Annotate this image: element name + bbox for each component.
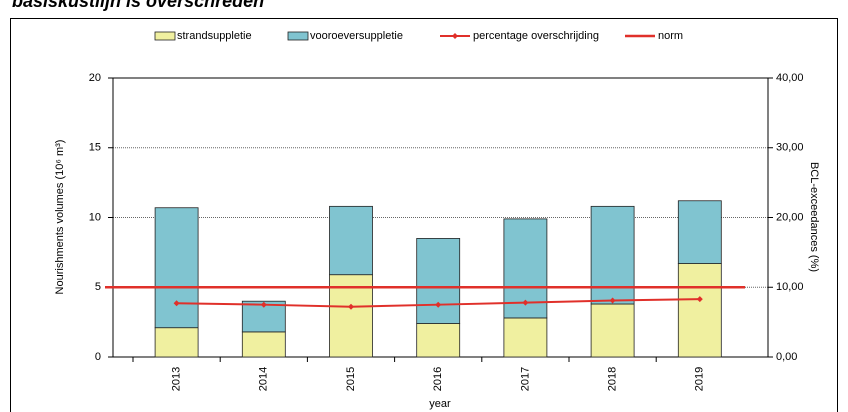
- y-tick-label: 5: [95, 281, 101, 293]
- x-axis-label: year: [429, 398, 451, 410]
- y-tick-label: 15: [89, 142, 101, 154]
- y-tick-label: 20: [89, 72, 101, 84]
- y-tick-label: 0: [95, 351, 101, 363]
- legend-label: norm: [658, 30, 683, 42]
- x-tick-label: 2014: [258, 367, 270, 391]
- bar: [677, 263, 722, 358]
- bar: [154, 207, 199, 329]
- y2-tick-label: 0,00: [776, 351, 797, 363]
- legend-label: percentage overschrijding: [473, 30, 599, 42]
- bar: [503, 317, 548, 358]
- y2-tick-label: 30,00: [776, 142, 804, 154]
- bar: [416, 238, 461, 324]
- bar: [241, 331, 286, 358]
- y2-tick-label: 10,00: [776, 281, 804, 293]
- chart-title: basiskustlijn is overschreden: [12, 0, 264, 11]
- bar: [329, 205, 373, 276]
- line-marker: [609, 297, 616, 304]
- y-axis-label: Nourishments volumes (10⁶ m³): [54, 140, 66, 295]
- line-marker: [348, 303, 354, 310]
- y2-tick-label: 20,00: [776, 211, 804, 223]
- line-marker: [173, 300, 180, 307]
- legend-swatch: [287, 31, 309, 41]
- bar: [154, 327, 199, 358]
- frame: [10, 18, 838, 412]
- bar: [590, 205, 635, 305]
- x-tick-label: 2013: [171, 367, 183, 391]
- legend-label: vooroeversuppletie: [310, 30, 403, 42]
- line-marker: [260, 301, 267, 308]
- y2-tick-label: 40,00: [776, 72, 804, 84]
- bar: [416, 323, 461, 358]
- y2-axis-label: BCL-exceedances (%): [808, 162, 820, 272]
- line-marker: [696, 296, 703, 303]
- bar: [677, 200, 722, 264]
- x-tick-label: 2017: [519, 367, 531, 391]
- x-tick-label: 2019: [694, 367, 706, 391]
- legend-marker: [452, 33, 458, 39]
- y-tick-label: 10: [89, 211, 101, 223]
- legend-swatch: [154, 31, 176, 41]
- line-marker: [522, 299, 529, 306]
- line-marker: [435, 301, 442, 308]
- x-tick-label: 2018: [607, 367, 619, 391]
- x-tick-label: 2016: [432, 367, 444, 391]
- legend-label: strandsuppletie: [177, 30, 252, 42]
- bar: [590, 303, 635, 358]
- x-tick-label: 2015: [345, 367, 357, 391]
